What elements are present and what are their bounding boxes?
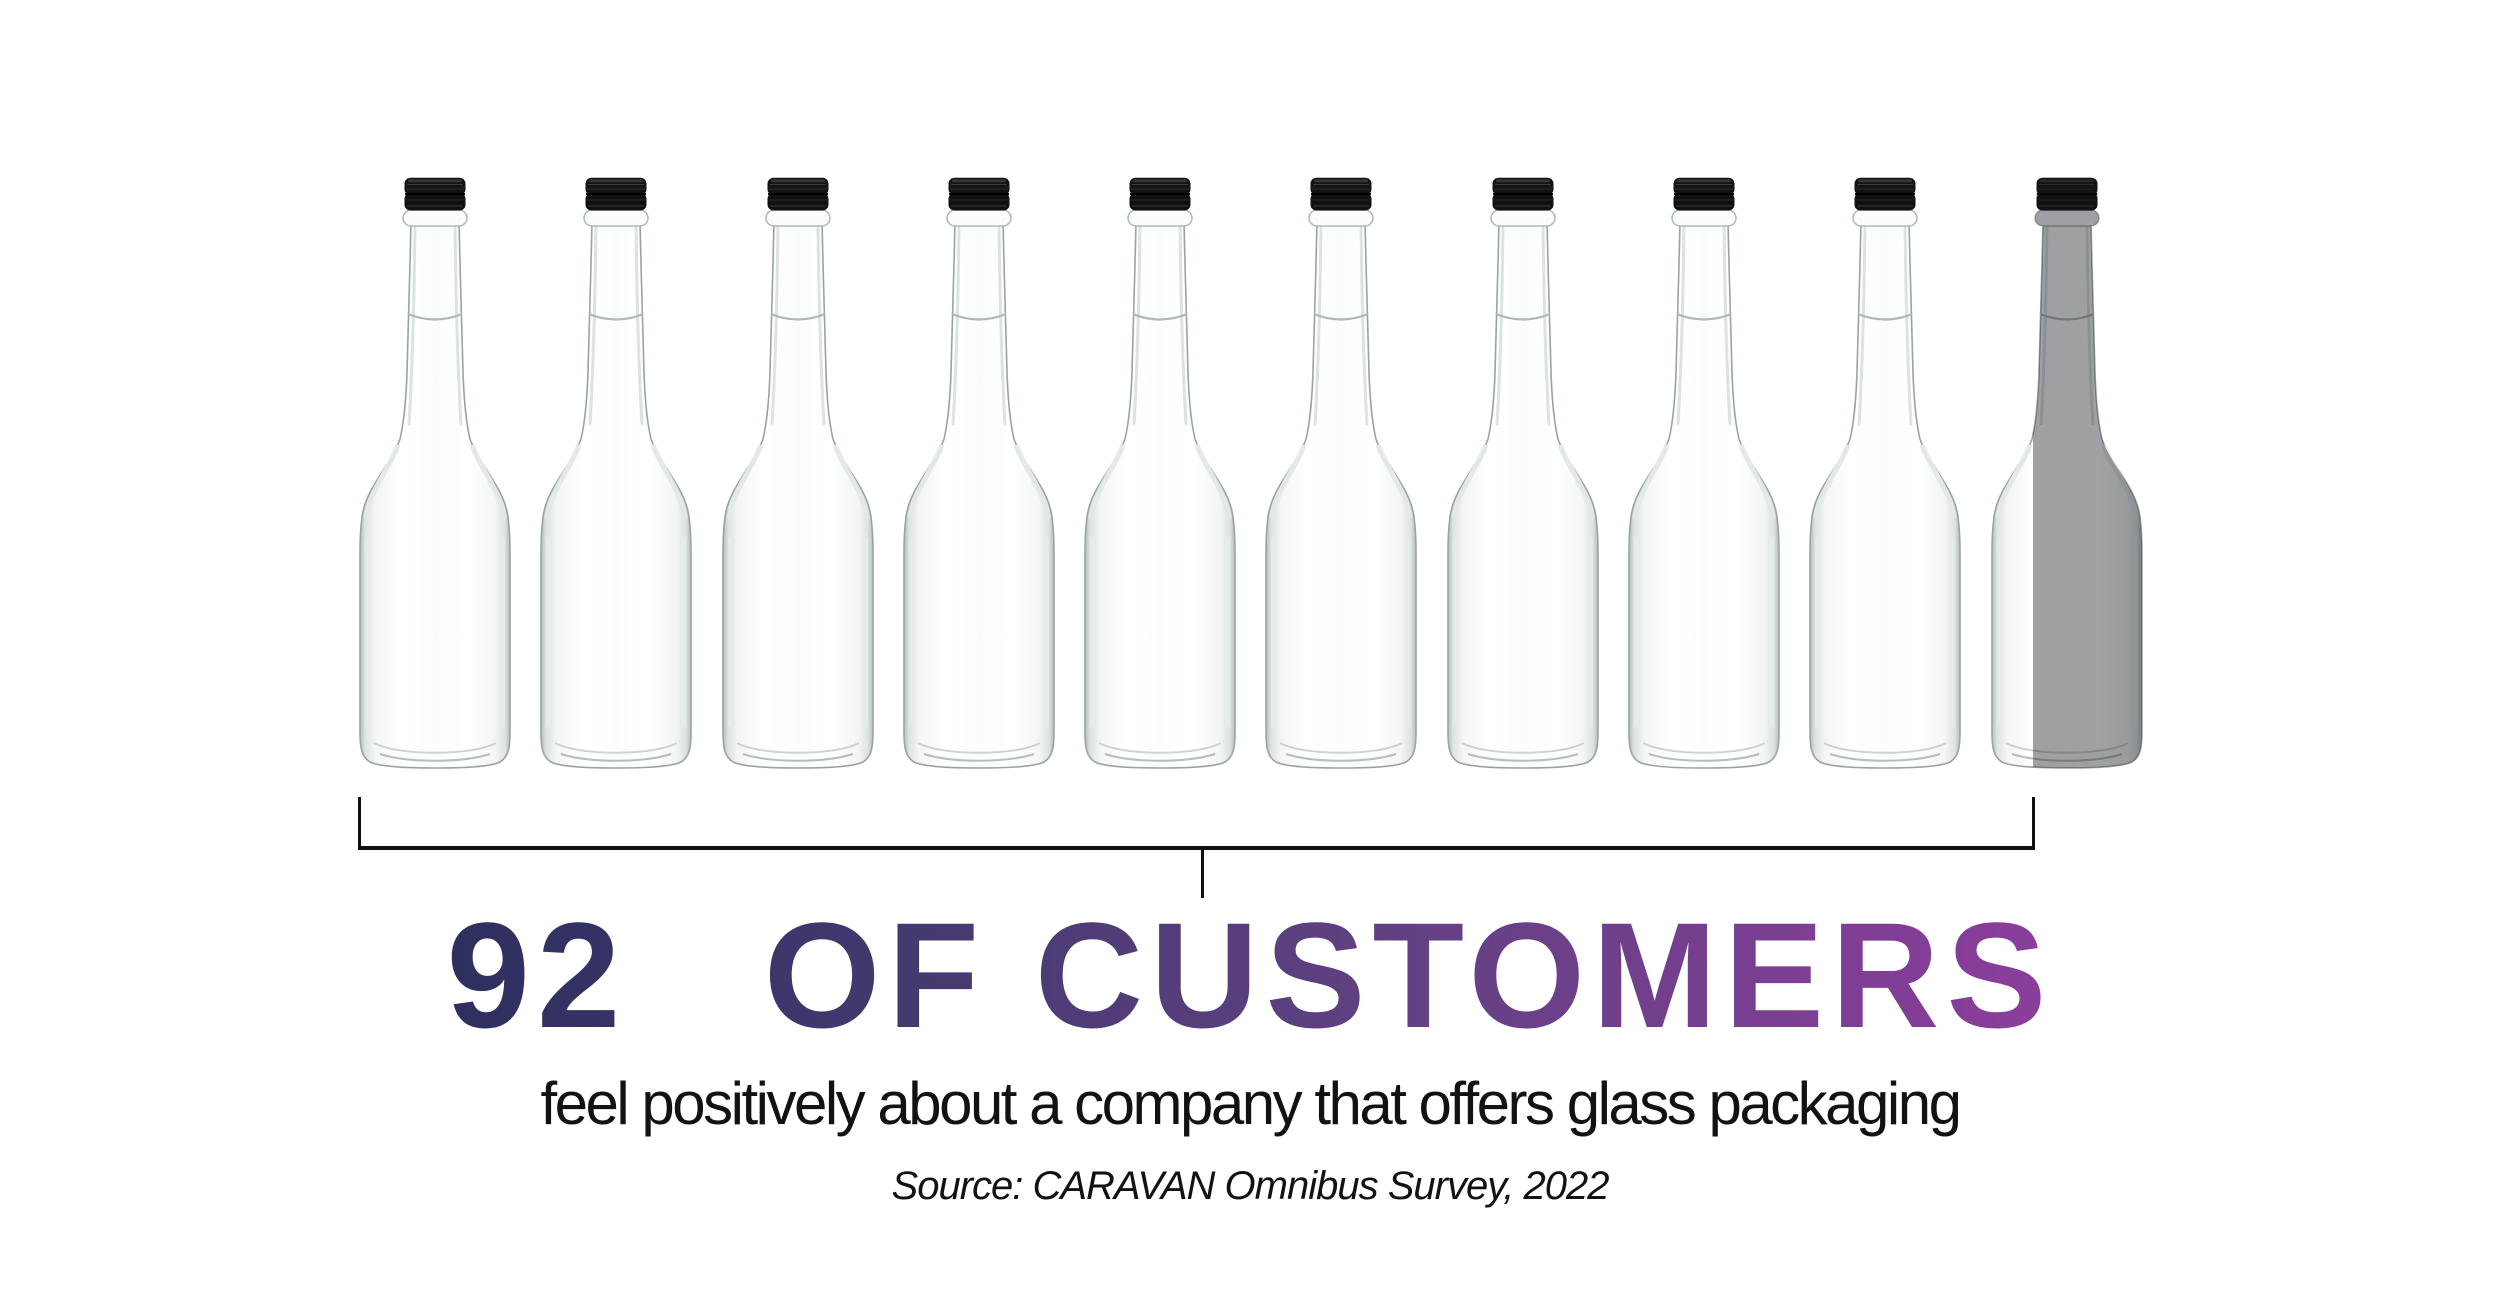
bracket-center-tick	[1201, 850, 1204, 898]
glass-bottle-icon	[721, 177, 875, 772]
bracket-left-tick	[358, 797, 361, 846]
bracket-right-tick	[2032, 797, 2035, 846]
glass-bottle-icon	[902, 177, 1056, 772]
glass-bottle-icon	[1083, 177, 1237, 772]
glass-bottle-icon	[1627, 177, 1781, 772]
glass-bottle-icon	[539, 177, 693, 772]
bracket-horizontal-line	[358, 846, 2035, 850]
glass-bottle-icon	[1990, 177, 2144, 772]
glass-bottle-icon	[1446, 177, 1600, 772]
bottle-row	[358, 177, 2144, 772]
stat-number: 92	[446, 891, 628, 1059]
glass-bottle-icon	[358, 177, 512, 772]
headline: 92% OF CUSTOMERS	[0, 900, 2500, 1074]
glass-bottle-icon	[1264, 177, 1418, 772]
percent-symbol: %	[631, 907, 707, 1000]
source-citation: Source: CARAVAN Omnibus Survey, 2022	[891, 1164, 1610, 1208]
headline-rest: OF CUSTOMERS	[763, 891, 2054, 1059]
subtitle: feel positively about a company that off…	[540, 1070, 1962, 1137]
bottle-shade-overlay	[2032, 177, 2142, 768]
headline-text: 92% OF CUSTOMERS	[447, 900, 2054, 1074]
glass-bottle-icon	[1808, 177, 1962, 772]
